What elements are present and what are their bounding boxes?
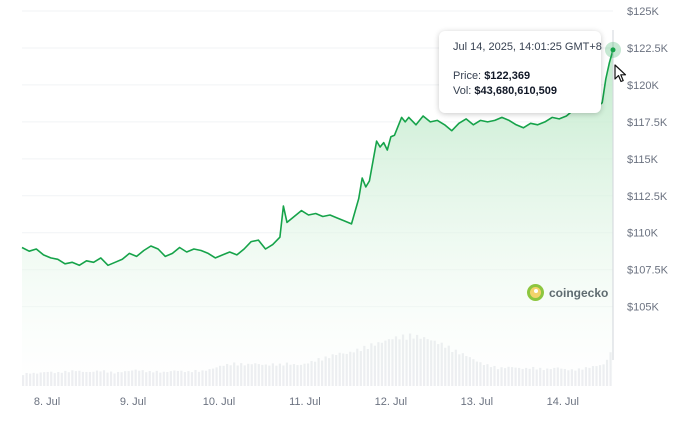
tooltip-volume-value: $43,680,610,509 <box>474 85 558 97</box>
y-tick-label: $122.5K <box>627 43 669 55</box>
y-axis-ticks: $105K $107.5K $110K $112.5K $115K $117.5K $120… <box>627 6 669 314</box>
x-tick-label: 14. Jul <box>547 396 579 408</box>
y-tick-label: $107.5K <box>627 265 669 277</box>
x-tick-label: 13. Jul <box>461 396 493 408</box>
x-tick-label: 11. Jul <box>289 396 321 408</box>
y-tick-label: $115K <box>627 154 659 166</box>
price-area <box>22 49 613 387</box>
tooltip-price-value: $122,369 <box>484 70 531 82</box>
coingecko-gecko-icon <box>527 284 544 301</box>
y-tick-label: $110K <box>627 228 659 240</box>
tooltip-volume-label: Vol: <box>453 85 472 97</box>
tooltip-volume-row: Vol: $43,680,610,509 <box>453 85 587 97</box>
y-tick-label: $117.5K <box>627 117 668 129</box>
logo-text: coingecko <box>549 285 609 300</box>
x-axis-ticks: 8. Jul 9. Jul 10. Jul 11. Jul 12. Jul 13. Jul… <box>34 396 579 408</box>
tooltip-date: Jul 14, 2025, 14:01:25 GMT+8 <box>453 41 602 53</box>
mouse-cursor-icon <box>614 64 627 83</box>
hover-point <box>610 47 616 53</box>
y-tick-label: $120K <box>627 80 659 92</box>
x-tick-label: 9. Jul <box>120 396 146 408</box>
coingecko-logo[interactable]: coingecko <box>527 284 608 301</box>
price-tooltip: Jul 14, 2025, 14:01:25 GMT+8 Price: $122… <box>439 31 602 113</box>
x-tick-label: 10. Jul <box>203 396 235 408</box>
x-tick-label: 12. Jul <box>375 396 407 408</box>
tooltip-price-row: Price: $122,369 <box>453 70 587 82</box>
tooltip-price-label: Price: <box>453 70 482 82</box>
price-line <box>21 49 614 267</box>
y-tick-label: $112.5K <box>627 191 668 203</box>
y-tick-label: $125K <box>627 6 659 18</box>
x-tick-label: 8. Jul <box>34 396 60 408</box>
y-tick-label: $105K <box>627 302 659 314</box>
